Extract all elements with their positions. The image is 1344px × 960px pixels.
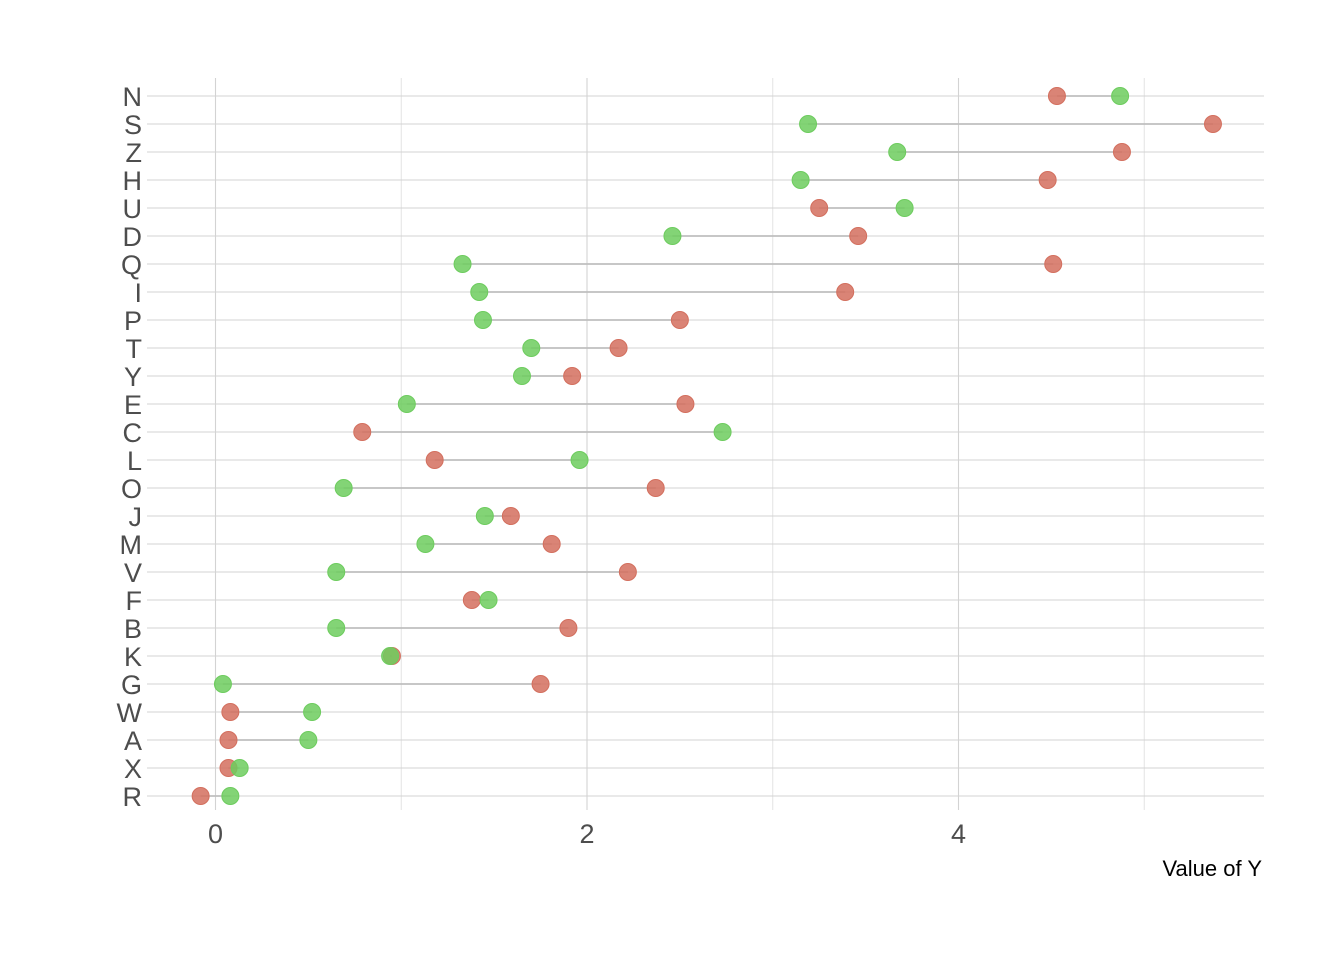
point-series2-q [453, 255, 472, 273]
connecting-segments [200, 95, 1213, 797]
y-tick-label-u: U [123, 194, 143, 224]
y-tick-label-b: B [124, 614, 142, 644]
point-series2-g [213, 675, 232, 693]
point-series2-y [512, 367, 531, 385]
y-tick-label-z: Z [126, 138, 143, 168]
point-series1-w [221, 703, 240, 721]
x-tick-label: 4 [951, 819, 966, 849]
point-series2-h [791, 171, 810, 189]
point-series1-c [353, 423, 372, 441]
y-tick-label-c: C [123, 418, 143, 448]
point-series1-b [559, 619, 578, 637]
y-tick-label-i: I [134, 278, 142, 308]
point-series1-z [1112, 143, 1131, 161]
point-series2-c [713, 423, 732, 441]
point-series2-j [475, 507, 494, 525]
y-tick-label-m: M [120, 530, 143, 560]
point-series1-l [425, 451, 444, 469]
y-tick-label-y: Y [124, 362, 142, 392]
point-series2-w [303, 703, 322, 721]
point-series2-s [799, 115, 818, 133]
point-series1-j [501, 507, 520, 525]
y-tick-label-p: P [124, 306, 142, 336]
point-series1-r [191, 787, 210, 805]
point-series1-m [542, 535, 561, 553]
point-series2-n [1111, 87, 1130, 105]
y-tick-label-d: D [123, 222, 143, 252]
y-tick-label-r: R [123, 782, 143, 812]
y-tick-label-g: G [121, 670, 142, 700]
y-tick-label-k: K [124, 642, 142, 672]
y-tick-label-f: F [126, 586, 143, 616]
y-tick-label-s: S [124, 110, 142, 140]
x-axis-tick-labels: 0 2 4 [208, 819, 966, 849]
y-tick-label-e: E [124, 390, 142, 420]
point-series1-y [563, 367, 582, 385]
point-series2-z [888, 143, 907, 161]
y-tick-label-o: O [121, 474, 142, 504]
y-tick-label-t: T [126, 334, 143, 364]
point-series1-u [810, 199, 829, 217]
point-series1-d [849, 227, 868, 245]
point-series2-d [663, 227, 682, 245]
data-points [191, 87, 1222, 805]
point-series2-r [221, 787, 240, 805]
point-series1-g [531, 675, 550, 693]
point-series2-o [334, 479, 353, 497]
point-series2-u [895, 199, 914, 217]
point-series1-a [219, 731, 238, 749]
x-tick-label: 0 [208, 819, 223, 849]
y-tick-label-j: J [129, 502, 143, 532]
point-series1-q [1044, 255, 1063, 273]
point-series1-e [676, 395, 695, 413]
y-tick-label-w: W [117, 698, 143, 728]
point-series2-l [570, 451, 589, 469]
point-series2-f [479, 591, 498, 609]
point-series1-f [462, 591, 481, 609]
point-series2-i [470, 283, 489, 301]
point-series1-h [1038, 171, 1057, 189]
point-series2-p [473, 311, 492, 329]
point-series1-v [618, 563, 637, 581]
point-series2-x [230, 759, 249, 777]
grid-lines [147, 78, 1264, 810]
point-series2-b [327, 619, 346, 637]
y-tick-label-l: L [127, 446, 142, 476]
point-series2-t [522, 339, 541, 357]
point-series1-o [646, 479, 665, 497]
point-series2-a [299, 731, 318, 749]
y-tick-label-a: A [124, 726, 142, 756]
point-series1-s [1203, 115, 1222, 133]
y-tick-label-n: N [123, 82, 143, 112]
y-tick-label-h: H [123, 166, 143, 196]
point-series2-e [397, 395, 416, 413]
point-series2-m [416, 535, 435, 553]
point-series2-v [327, 563, 346, 581]
y-tick-label-x: X [124, 754, 142, 784]
y-tick-label-v: V [124, 558, 142, 588]
y-tick-label-q: Q [121, 250, 142, 280]
point-series1-p [670, 311, 689, 329]
point-series1-n [1047, 87, 1066, 105]
point-series2-k [381, 647, 400, 665]
x-axis-title: Value of Y [1163, 856, 1263, 881]
point-series1-i [836, 283, 855, 301]
point-series1-t [609, 339, 628, 357]
x-tick-label: 2 [579, 819, 594, 849]
